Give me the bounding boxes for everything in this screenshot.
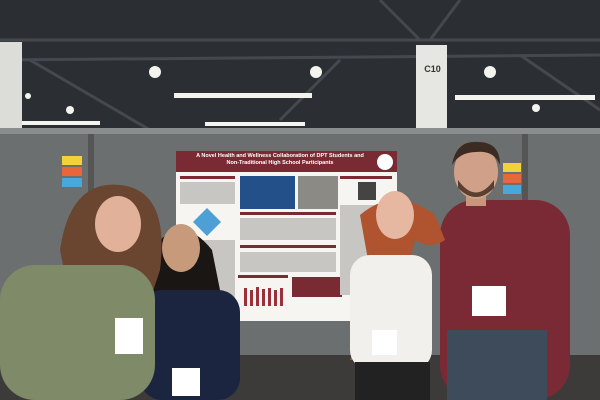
pillar xyxy=(0,42,22,132)
poster-section-bars xyxy=(180,176,392,297)
booth-sign: C10 xyxy=(424,64,441,74)
poster-chart xyxy=(244,287,283,306)
poster-photo xyxy=(298,176,338,209)
sticky-notes xyxy=(62,156,521,194)
poster-image xyxy=(240,176,295,209)
poster-badge xyxy=(377,154,393,170)
person xyxy=(0,184,162,400)
poster-header xyxy=(176,151,397,172)
ceiling xyxy=(0,0,600,135)
board-frame xyxy=(0,128,600,134)
ceiling-trusses xyxy=(0,0,600,132)
person xyxy=(350,191,445,400)
ceiling-lights xyxy=(22,66,595,126)
person xyxy=(140,224,240,400)
qr-code xyxy=(358,182,376,200)
poster-title: A Novel Health and Wellness Collaboratio… xyxy=(196,153,364,166)
poster-diagram xyxy=(193,208,221,236)
person xyxy=(440,141,570,400)
pillar xyxy=(416,45,447,137)
